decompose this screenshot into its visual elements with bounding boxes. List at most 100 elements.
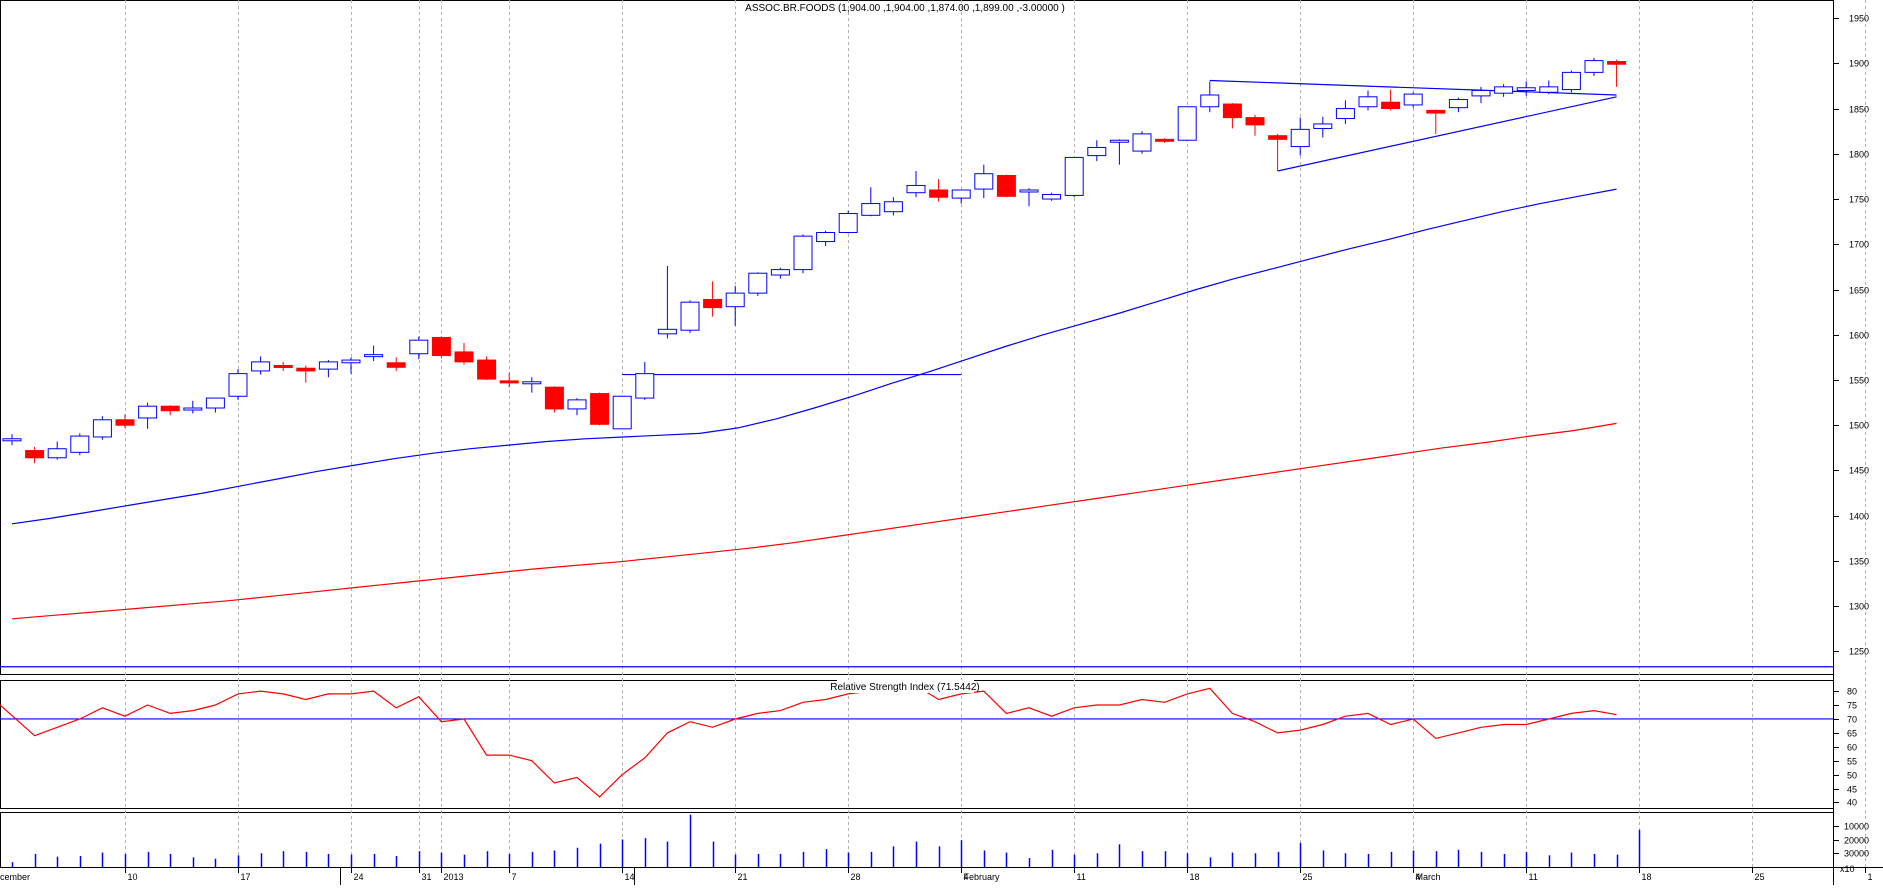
date-label: cember (0, 872, 30, 882)
date-label: 10 (128, 872, 138, 882)
candle-body (1177, 106, 1197, 141)
date-label: 18 (1642, 872, 1652, 882)
price-chart-title: ASSOC.BR.FOODS (1,904.00 ,1,904.00 ,1,87… (745, 3, 1065, 14)
candle-body (1042, 194, 1062, 200)
candle (1177, 106, 1197, 142)
rsi-tick-label: 60 (1847, 743, 1857, 753)
candle-body (612, 395, 632, 430)
price-tick-label: 1700 (1849, 240, 1869, 250)
candle-body (477, 359, 497, 380)
moving-average-red (11, 422, 1617, 620)
candle (47, 441, 67, 460)
candle-body (793, 235, 813, 271)
date-label: 25 (1303, 872, 1313, 882)
price-tick-label: 1500 (1849, 421, 1869, 431)
candle (951, 189, 971, 204)
candle-body (1494, 86, 1514, 94)
price-panel-frame (0, 0, 1834, 675)
vertical-gridlines (125, 0, 1866, 867)
price-axis-ticks: 1250 1300 1350 1400 1450 1500 1550 1600 1650 1700… (1833, 14, 1869, 657)
candle-body (160, 405, 180, 412)
candle-body (138, 405, 158, 419)
candle (477, 356, 497, 380)
candle-body (1064, 156, 1084, 196)
candle (1516, 81, 1536, 96)
candle-body (567, 399, 587, 410)
candle-body (1200, 94, 1220, 108)
candle (1584, 57, 1604, 76)
price-tick-label: 1750 (1849, 195, 1869, 205)
candle (635, 361, 655, 400)
price-tick-label: 1400 (1849, 512, 1869, 522)
candle-body (1222, 103, 1242, 119)
candle (1607, 59, 1627, 87)
candle-body (205, 397, 225, 409)
candle (1155, 138, 1175, 143)
candle-body (770, 269, 790, 276)
candle-body (228, 373, 248, 397)
date-label: 31 (422, 872, 432, 882)
candle-body (183, 407, 203, 411)
candle (364, 345, 384, 361)
rsi-line (0, 684, 1617, 798)
trend-lines (0, 79, 1833, 668)
volume-tick-label: 10000 (1844, 822, 1869, 832)
candle-body (1403, 93, 1423, 106)
price-tick-label: 1950 (1849, 14, 1869, 24)
candle (228, 369, 248, 400)
candle-body (1381, 101, 1401, 110)
candle (1313, 116, 1333, 138)
price-tick-label: 1900 (1849, 59, 1869, 69)
candle-body (725, 292, 745, 308)
candle (1042, 192, 1062, 201)
candle-body (1584, 60, 1604, 73)
date-label: 25 (1755, 872, 1765, 882)
candle (115, 414, 135, 428)
candle-body (115, 419, 135, 426)
candle-body (251, 361, 271, 372)
candle (929, 179, 949, 202)
date-label: 18 (1190, 872, 1200, 882)
candle (1064, 156, 1084, 198)
date-label: 4 (1416, 872, 1421, 882)
candle (1335, 100, 1355, 124)
candle-body (92, 419, 112, 438)
price-tick-label: 1650 (1849, 286, 1869, 296)
candle (70, 433, 90, 456)
candle-body (2, 438, 22, 442)
candle-body (680, 301, 700, 331)
candle (680, 300, 700, 333)
candle-body (1426, 109, 1446, 114)
candle-body (1155, 138, 1175, 142)
candle-body (590, 393, 610, 425)
price-tick-label: 1300 (1849, 602, 1869, 612)
candle (657, 265, 677, 339)
candle (838, 210, 858, 234)
date-label: 11 (1077, 872, 1086, 882)
candle (431, 336, 451, 359)
date-label: 1 (1868, 872, 1873, 882)
candle-body (341, 359, 361, 364)
candle-body (544, 386, 564, 410)
candle (160, 405, 180, 416)
rsi-panel-title: Relative Strength Index (71.5442) (830, 682, 980, 693)
candle (25, 446, 45, 464)
candle (386, 357, 406, 371)
candle-body (996, 175, 1016, 197)
candle-body (748, 272, 768, 294)
candle (590, 392, 610, 426)
candle-body (657, 328, 677, 335)
candle-body (951, 189, 971, 199)
candle-body (454, 351, 474, 363)
candle-body (1109, 139, 1129, 143)
candle-body (1313, 123, 1333, 129)
price-tick-label: 1550 (1849, 376, 1869, 386)
candle (883, 197, 903, 216)
rsi-panel-frame (0, 680, 1834, 809)
price-candles (2, 57, 1627, 464)
candle-body (431, 336, 451, 357)
candle (499, 372, 519, 388)
candle (1087, 140, 1107, 162)
candle-body (1132, 133, 1152, 152)
